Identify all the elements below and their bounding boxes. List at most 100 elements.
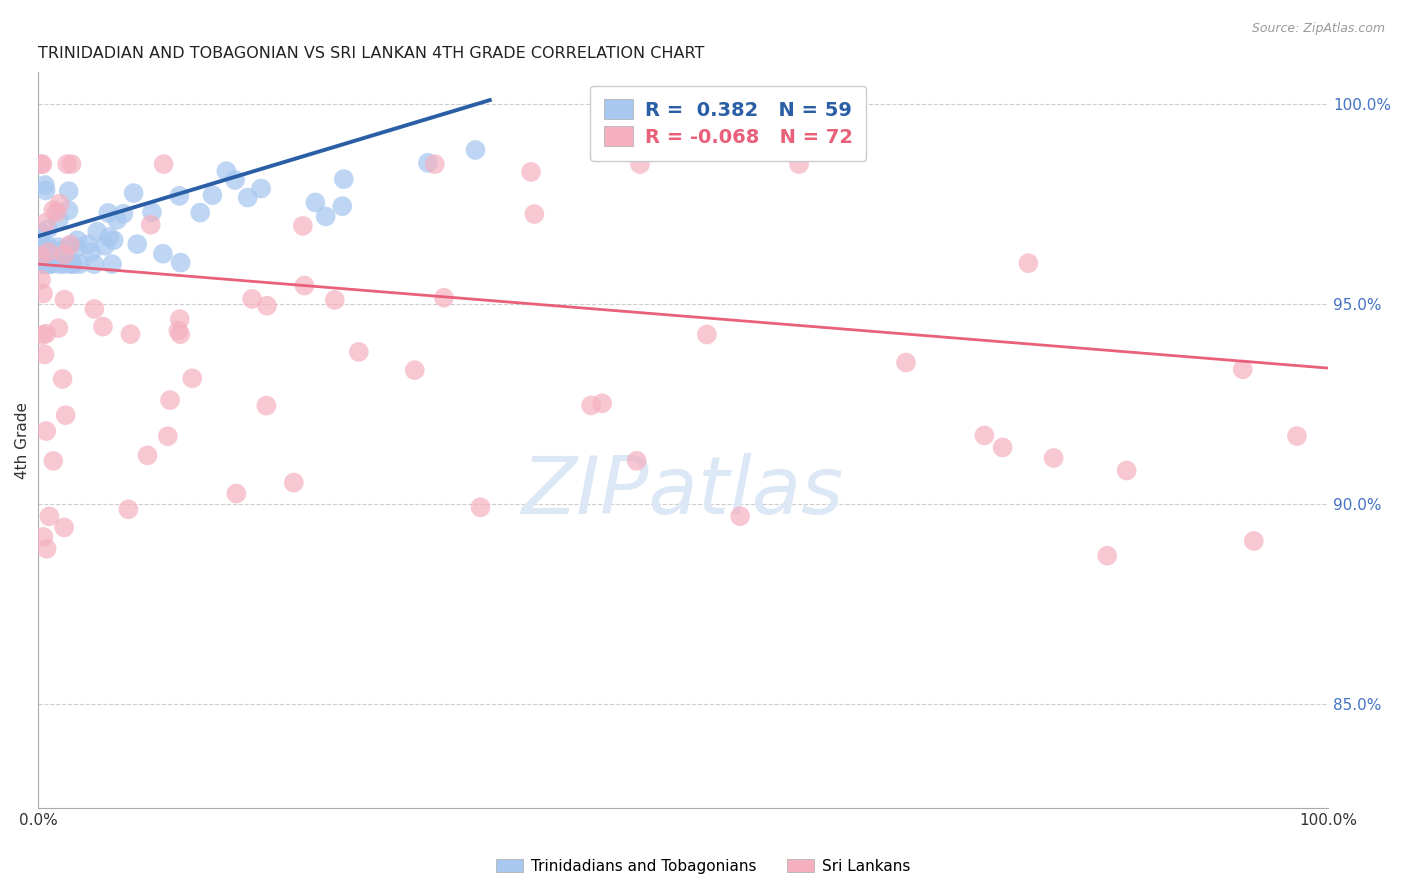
Point (330, 199, 353, 213)
Point (38, 509, 60, 524)
Point (347, 344, 370, 359)
Point (523, 207, 546, 221)
Point (32, 286, 55, 301)
Point (304, 195, 326, 210)
Point (45, 205, 67, 219)
Point (51, 372, 73, 386)
Point (152, 246, 174, 260)
Point (170, 255, 193, 269)
Point (35, 216, 58, 230)
Point (236, 190, 259, 204)
Point (1232, 362, 1254, 376)
Point (58, 240, 80, 254)
Point (127, 237, 149, 252)
Point (225, 486, 247, 500)
Point (34, 178, 56, 192)
Point (30, 272, 52, 286)
Point (112, 207, 135, 221)
Point (1115, 463, 1137, 477)
Point (58, 184, 80, 198)
Point (30, 234, 52, 248)
Point (141, 205, 163, 219)
Point (53, 257, 76, 271)
Point (101, 257, 124, 271)
Point (181, 371, 204, 385)
Point (94, 238, 117, 252)
Point (83, 301, 105, 316)
Point (55, 408, 77, 422)
Text: TRINIDADIAN AND TOBAGONIAN VS SRI LANKAN 4TH GRADE CORRELATION CHART: TRINIDADIAN AND TOBAGONIAN VS SRI LANKAN… (38, 46, 704, 62)
Point (30, 257, 52, 271)
Point (35, 238, 58, 252)
Point (470, 500, 492, 515)
Point (122, 186, 145, 200)
Legend: Trinidadians and Tobagonians, Sri Lankans: Trinidadians and Tobagonians, Sri Lankan… (489, 853, 917, 880)
Point (35, 326, 58, 341)
Point (34, 242, 56, 256)
Point (48, 197, 70, 211)
Point (1017, 256, 1039, 270)
Point (1285, 429, 1308, 443)
Point (152, 157, 174, 171)
Point (156, 429, 179, 443)
Point (39, 257, 62, 271)
Point (56, 157, 79, 171)
Point (215, 164, 238, 178)
Point (169, 327, 191, 342)
Y-axis label: 4th Grade: 4th Grade (15, 401, 30, 479)
Point (32, 530, 55, 544)
Point (626, 454, 648, 468)
Point (250, 181, 273, 195)
Point (591, 396, 613, 410)
Point (167, 324, 190, 338)
Point (62, 257, 84, 271)
Point (38, 245, 60, 260)
Point (69, 257, 91, 271)
Point (404, 363, 426, 377)
Point (991, 441, 1014, 455)
Point (48, 321, 70, 335)
Point (38, 257, 60, 271)
Point (31, 157, 53, 171)
Point (98, 230, 121, 244)
Point (91, 319, 114, 334)
Point (97, 206, 120, 220)
Point (315, 210, 337, 224)
Point (31, 328, 53, 343)
Point (973, 428, 995, 442)
Point (728, 509, 751, 524)
Point (416, 156, 439, 170)
Point (169, 189, 191, 203)
Point (34, 347, 56, 361)
Point (333, 172, 356, 186)
Point (77, 237, 100, 252)
Point (35, 541, 58, 556)
Point (65, 241, 87, 255)
Point (159, 393, 181, 408)
Point (294, 278, 316, 293)
Point (696, 327, 718, 342)
Point (42, 454, 65, 468)
Point (60, 257, 83, 271)
Point (169, 312, 191, 326)
Point (120, 327, 142, 342)
Point (579, 399, 602, 413)
Point (60, 157, 83, 171)
Point (86, 225, 108, 239)
Legend: R =  0.382   N = 59, R = -0.068   N = 72: R = 0.382 N = 59, R = -0.068 N = 72 (591, 86, 866, 161)
Text: ZIPatlas: ZIPatlas (522, 452, 844, 531)
Point (117, 502, 139, 516)
Point (188, 205, 211, 219)
Point (201, 188, 224, 202)
Point (42, 203, 65, 218)
Point (48, 257, 70, 271)
Point (66, 233, 89, 247)
Point (58, 203, 80, 218)
Point (37, 222, 59, 236)
Point (433, 291, 456, 305)
Point (291, 219, 314, 233)
Point (520, 165, 543, 179)
Point (80, 245, 103, 260)
Point (787, 157, 810, 171)
Point (136, 448, 159, 462)
